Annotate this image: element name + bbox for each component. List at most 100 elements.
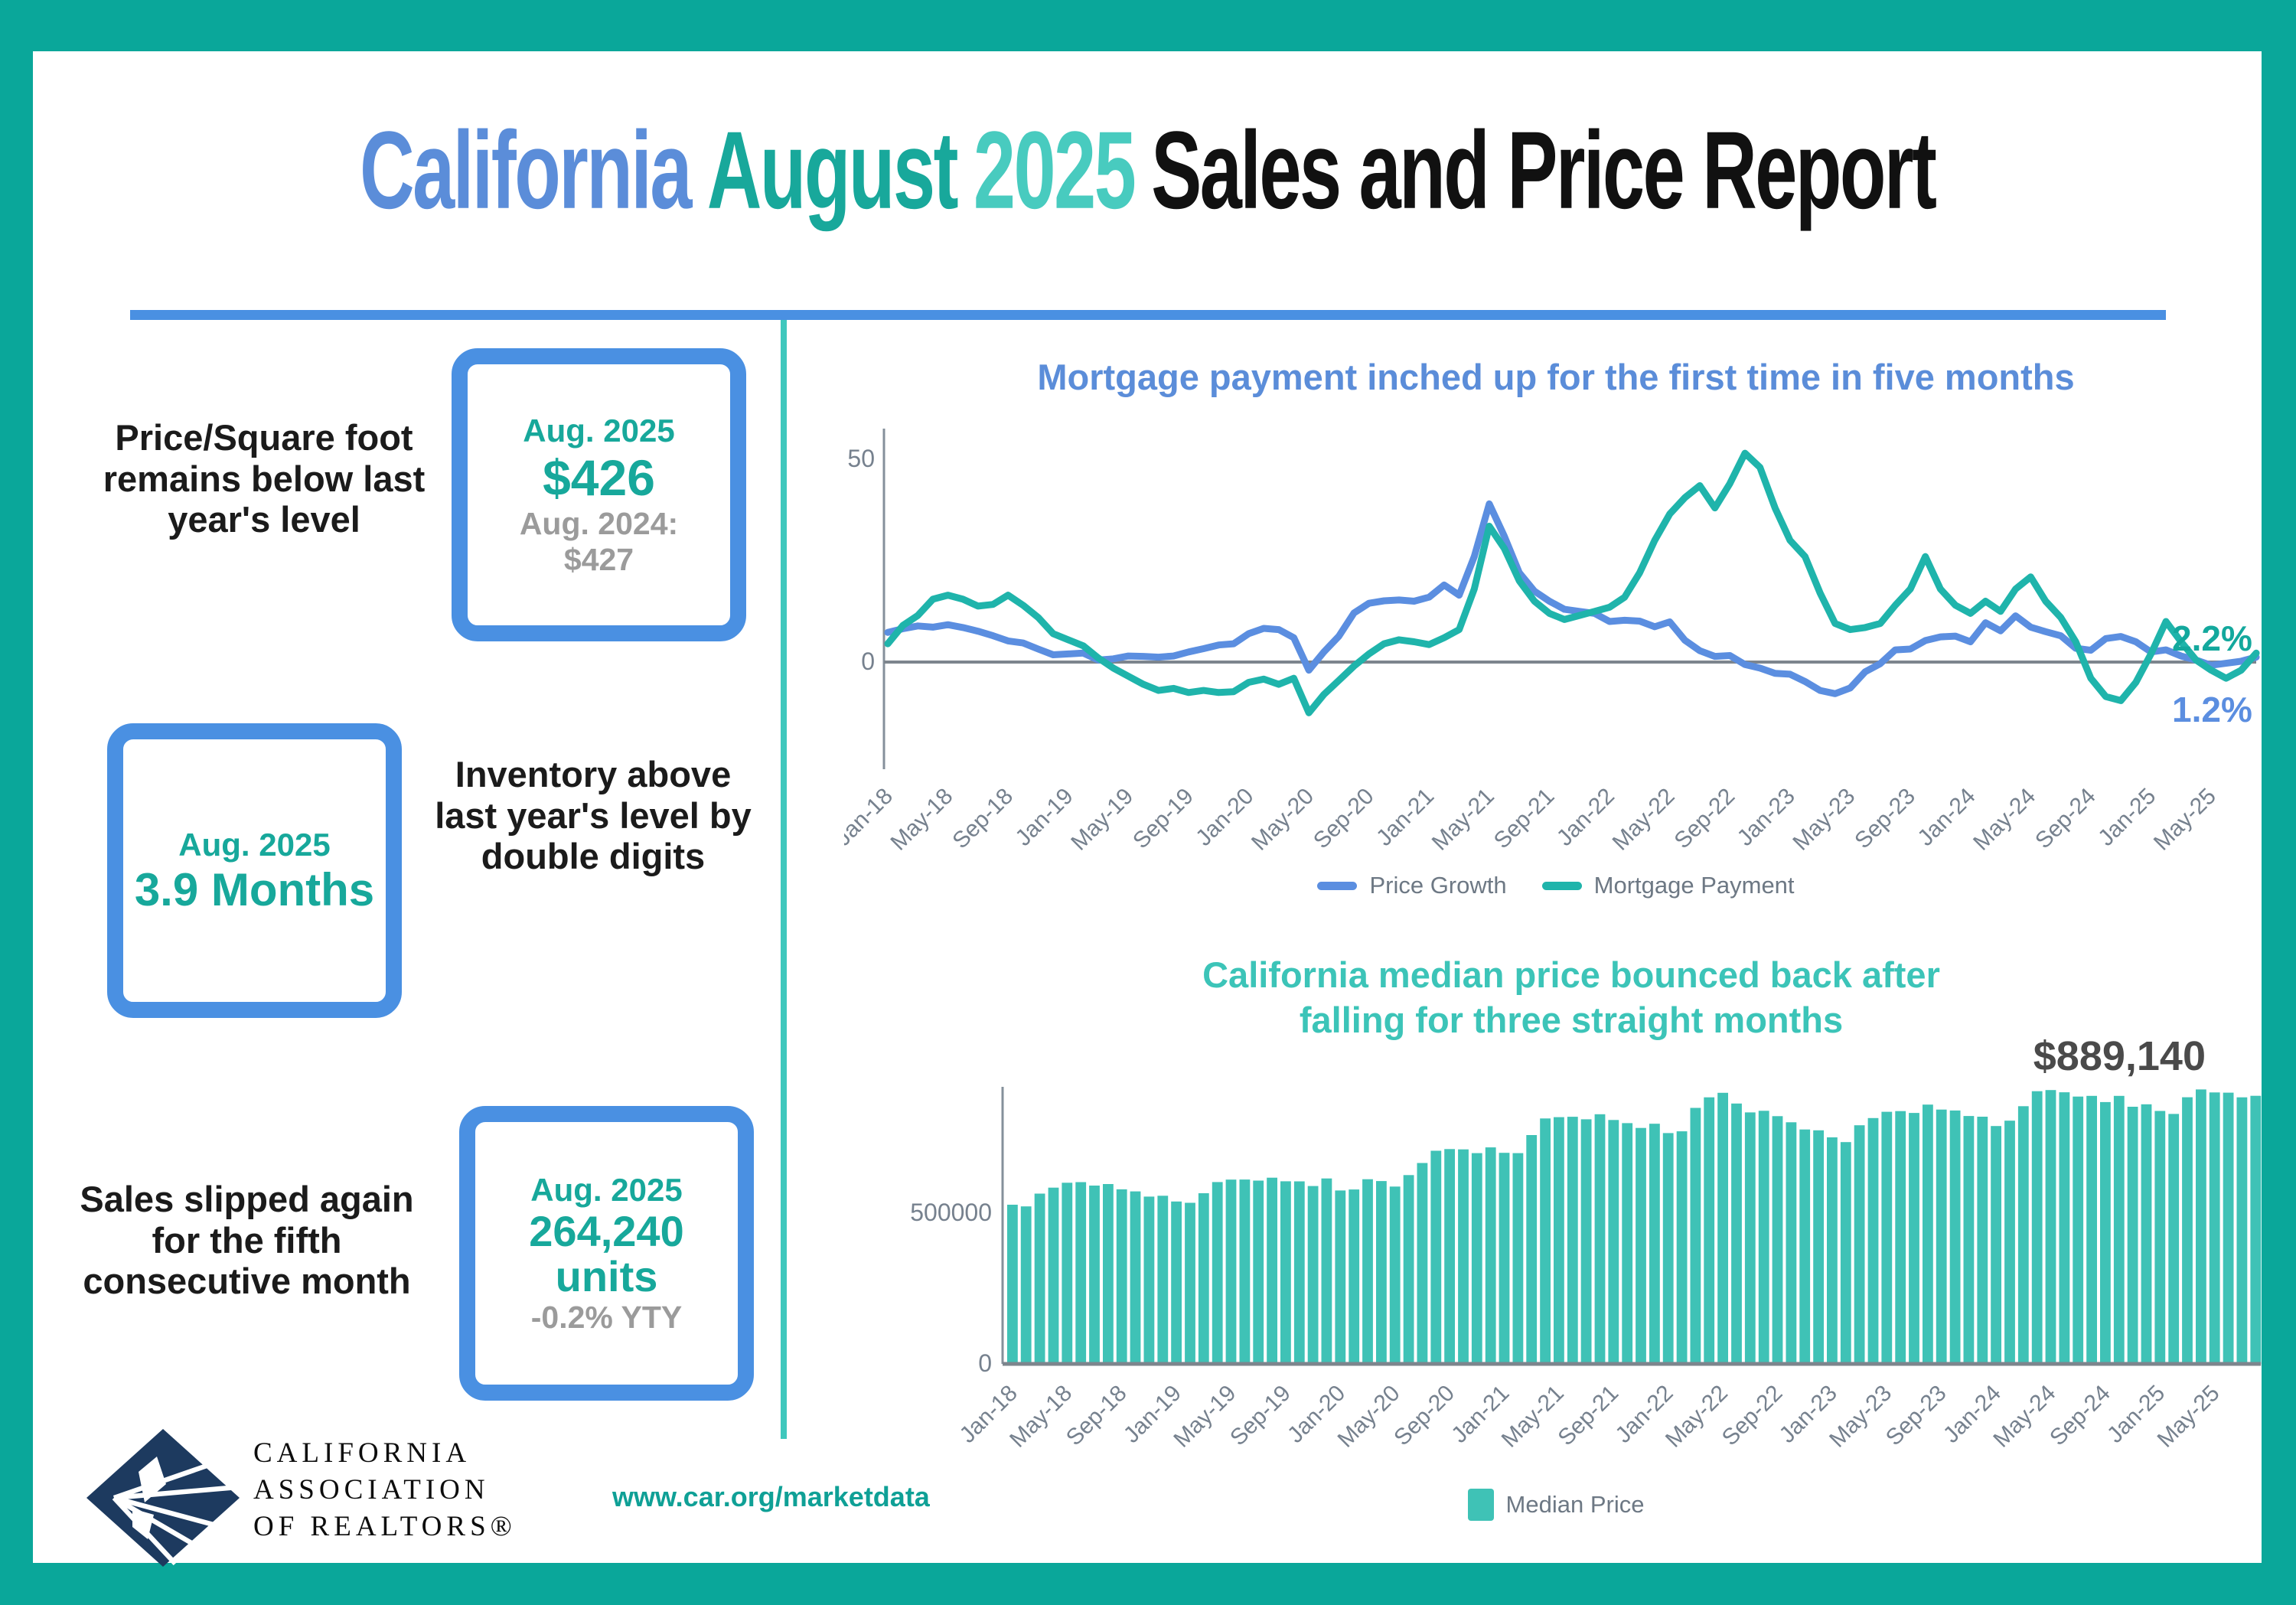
- median-price-bar: [1020, 1206, 1032, 1364]
- median-price-bar: [1963, 1116, 1975, 1364]
- median-price-bar: [1867, 1117, 1879, 1364]
- median-price-bar: [1554, 1117, 1564, 1364]
- median-price-bar: [1239, 1179, 1251, 1364]
- median-price-bar: [1991, 1126, 2001, 1364]
- median-price-bar: [1307, 1186, 1319, 1364]
- content-area: California August 2025 Sales and Price Repo…: [33, 51, 2262, 1567]
- median-price-bar: [1116, 1189, 1127, 1364]
- median-price-bar: [1185, 1202, 1195, 1364]
- median-price-bar: [1198, 1193, 1209, 1364]
- legend-label-mortgage-payment: Mortgage Payment: [1593, 872, 1795, 899]
- median-price-chart-title: California median price bounced back aft…: [913, 953, 2229, 1043]
- median-price-bar: [1704, 1097, 1715, 1364]
- median-price-bar: [1349, 1189, 1360, 1364]
- median-price-bar: [1389, 1186, 1401, 1364]
- median-price-bar: [1676, 1131, 1688, 1364]
- median-price-bar: [1280, 1181, 1291, 1364]
- median-price-bar: [1580, 1119, 1592, 1364]
- median-price-bar: [1212, 1182, 1223, 1364]
- median-price-bar: [1321, 1178, 1332, 1364]
- median-price-title-line2: falling for three straight months: [1299, 999, 1844, 1040]
- x-axis-label: Sep-24: [2045, 1381, 2115, 1451]
- title-rest: Sales and Price Report: [1150, 109, 1937, 233]
- mortgage-end-label: 2.2%: [2172, 618, 2252, 658]
- x-axis-label: Sep-23: [1881, 1381, 1952, 1451]
- median-price-bar: [2236, 1097, 2248, 1364]
- median-price-bar: [1690, 1108, 1701, 1364]
- median-price-chart: 0500000Jan-18May-18Sep-18Jan-19May-19Sep…: [910, 1087, 2262, 1453]
- median-price-swatch-icon: [1467, 1489, 1494, 1521]
- median-price-bar: [1267, 1177, 1277, 1364]
- median-price-bar: [1799, 1129, 1811, 1364]
- median-price-bar: [1130, 1191, 1141, 1364]
- stat-box-period: Aug. 2025: [523, 412, 675, 449]
- x-axis-label: Sep-19: [1128, 784, 1199, 854]
- median-price-bar: [2004, 1121, 2015, 1364]
- median-price-bar: [2127, 1107, 2138, 1364]
- x-axis-label: May-22: [1608, 784, 1680, 856]
- stat-sales-text: Sales slipped again for the fifth consec…: [80, 1179, 414, 1302]
- median-price-bar: [1567, 1117, 1578, 1364]
- x-axis-label: Sep-24: [2030, 784, 2101, 854]
- x-axis-label: May-19: [1066, 784, 1138, 856]
- median-price-bar: [1362, 1179, 1373, 1364]
- logo-line-2: ASSOCIATION: [253, 1474, 490, 1506]
- median-price-bar: [1034, 1193, 1045, 1364]
- price-growth-swatch-icon: [1317, 881, 1358, 890]
- x-axis-label: Sep-22: [1670, 784, 1740, 854]
- legend-item-median-price: Median Price: [1467, 1489, 1644, 1521]
- x-axis-label: Sep-21: [1554, 1381, 1624, 1451]
- median-price-bar: [1827, 1137, 1838, 1364]
- median-price-legend: Median Price: [844, 1489, 2268, 1521]
- median-price-bar: [1007, 1205, 1018, 1364]
- median-price-bar: [1430, 1150, 1442, 1364]
- legend-label-price-growth: Price Growth: [1369, 872, 1507, 899]
- x-axis-label: Sep-21: [1489, 784, 1560, 854]
- median-price-bar: [1048, 1187, 1059, 1364]
- x-axis-label: Jan-25: [2093, 784, 2161, 851]
- mortgage-payment-line: [884, 449, 2260, 716]
- mortgage-chart-title: Mortgage payment inched up for the first…: [1037, 357, 2075, 397]
- legend-item-mortgage-payment: Mortgage Payment: [1541, 872, 1795, 899]
- median-price-bar: [2100, 1101, 2111, 1364]
- stat-box-value: 3.9 Months: [134, 863, 375, 915]
- median-price-bar: [1622, 1123, 1633, 1364]
- median-price-bar: [1786, 1122, 1797, 1364]
- median-price-bar: [1403, 1175, 1414, 1364]
- price-growth-end-label: 1.2%: [2172, 690, 2252, 729]
- median-price-bar: [1499, 1153, 1510, 1364]
- median-price-bar: [2196, 1089, 2206, 1364]
- x-axis-label: May-24: [1968, 784, 2040, 856]
- median-price-bar: [2017, 1106, 2029, 1364]
- median-price-bar: [2154, 1111, 2166, 1364]
- x-axis-label: May-25: [2153, 1381, 2225, 1453]
- median-price-bar: [1444, 1149, 1455, 1364]
- stat-box-period: Aug. 2025: [178, 827, 331, 863]
- page-title: California August 2025 Sales and Price Repo…: [33, 109, 2262, 232]
- median-price-bar: [1143, 1196, 1155, 1364]
- median-price-bar: [1103, 1184, 1114, 1364]
- x-axis-label: Sep-22: [1717, 1381, 1788, 1451]
- median-price-peak-value: $889,140: [2033, 1033, 2206, 1079]
- median-price-bar: [2113, 1095, 2125, 1364]
- stat-box-value: $426: [543, 449, 655, 507]
- x-axis-label: Sep-18: [1062, 1381, 1132, 1451]
- logo-line-1: CALIFORNIA: [253, 1437, 471, 1469]
- stat-inventory-text: Inventory above last year's level by dou…: [435, 754, 752, 877]
- median-price-bar: [2045, 1090, 2056, 1364]
- website-link[interactable]: www.car.org/marketdata: [612, 1481, 930, 1512]
- stat-box-compare-value: $427: [563, 541, 634, 577]
- median-price-bar: [1471, 1153, 1482, 1364]
- median-price-bar: [1909, 1113, 1919, 1364]
- median-price-bar: [1293, 1181, 1305, 1364]
- title-california: California: [359, 109, 692, 233]
- median-price-bar: [1923, 1104, 1933, 1364]
- stat-inventory-box: Aug. 2025 3.9 Months: [107, 723, 402, 1018]
- stat-box-compare-value: -0.2% YTY: [530, 1299, 683, 1335]
- x-axis-label: May-23: [1788, 784, 1860, 856]
- median-price-bar: [1171, 1201, 1182, 1364]
- median-price-bar: [2086, 1095, 2097, 1364]
- y-axis-label: 50: [847, 445, 875, 472]
- x-axis-label: Jan-20: [1191, 784, 1258, 851]
